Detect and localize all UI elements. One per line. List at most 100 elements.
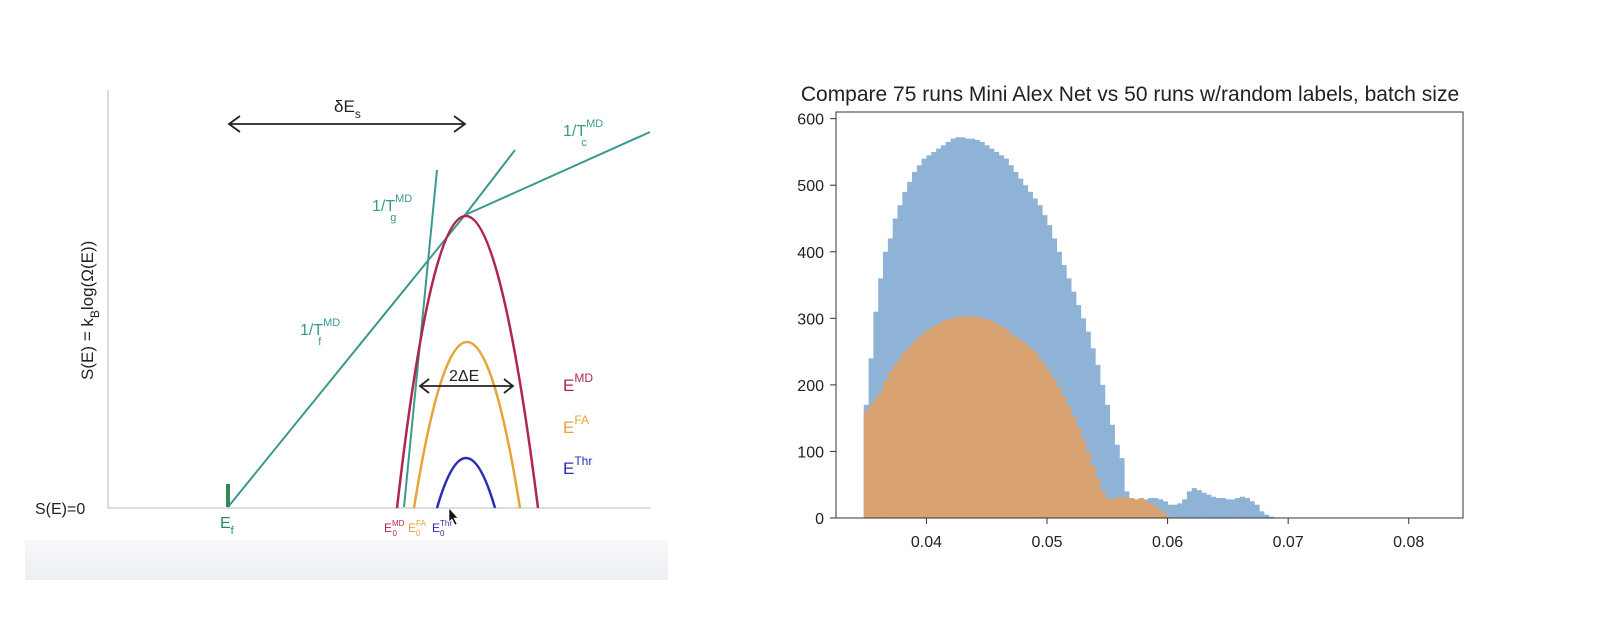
slope-c-label: 1/TMD c	[563, 118, 603, 149]
histogram-bar	[1071, 416, 1077, 518]
histogram-bar	[863, 411, 869, 518]
histogram-bar	[1066, 406, 1072, 518]
diagram-footer-bar	[25, 540, 668, 580]
slope-f-line	[227, 214, 466, 508]
histogram-bar	[1071, 291, 1077, 518]
e0-md-label: EMD 0	[384, 519, 405, 538]
histogram-bar	[1051, 379, 1058, 518]
histogram-bar	[1080, 439, 1086, 518]
histogram-bar	[955, 317, 961, 518]
histogram-bar	[1100, 491, 1106, 518]
histogram-bar	[1186, 491, 1193, 518]
x-tick-label: 0.04	[911, 534, 942, 551]
histogram-bar	[1148, 503, 1154, 518]
x-tick-label: 0.06	[1152, 534, 1183, 551]
histogram-bar	[907, 346, 913, 518]
histogram-bar	[945, 319, 951, 518]
histogram-bar	[1104, 404, 1111, 518]
y-tick-label: 600	[797, 112, 824, 129]
histogram-bar	[1022, 343, 1029, 518]
histogram-bar	[1095, 364, 1101, 518]
chart-title: Compare 75 runs Mini Alex Net vs 50 runs…	[801, 83, 1459, 106]
histogram-bar	[1259, 511, 1265, 518]
histogram-bar	[1157, 499, 1164, 518]
histogram-bar	[878, 391, 884, 518]
histogram-bar	[1066, 278, 1072, 518]
mouse-cursor-icon	[448, 507, 459, 526]
slope-f-label: 1/TMD f	[300, 317, 340, 348]
y-tick-label: 500	[797, 178, 824, 195]
x-tick-label: 0.05	[1031, 534, 1062, 551]
y-tick-label: 100	[797, 444, 824, 461]
histogram-bar	[1027, 347, 1033, 518]
thr-curve	[435, 457, 497, 509]
histogram-bar	[873, 398, 879, 518]
histogram-bar	[1249, 501, 1255, 518]
two-delta-e-arrow	[418, 378, 515, 394]
histogram-bar	[1162, 501, 1168, 518]
histogram-bar	[1210, 496, 1217, 518]
histogram-bar	[1191, 488, 1197, 518]
histogram-bar	[998, 326, 1004, 518]
histogram-bar	[892, 364, 898, 518]
histogram-bar	[960, 317, 966, 518]
e0-thr-label: EThr 0	[432, 519, 452, 538]
histogram-bar	[1182, 499, 1188, 518]
delta-es-label: δEs	[334, 97, 361, 121]
x-tick-label: 0.07	[1273, 534, 1304, 551]
histogram-bar	[979, 318, 985, 518]
plot-frame	[835, 111, 1464, 519]
histogram-bar	[1114, 498, 1120, 518]
histogram-bar	[921, 332, 927, 518]
histogram-bar	[1080, 318, 1086, 518]
histogram-bar	[1051, 238, 1058, 518]
histogram-bar	[931, 326, 937, 518]
y-axis-ticks: 0 100 200 300 400 500 600	[797, 112, 836, 528]
histogram-bar	[1032, 351, 1038, 518]
histogram-bar	[1090, 464, 1096, 518]
histogram-bar	[1075, 305, 1082, 518]
histogram-bar	[1075, 427, 1082, 518]
histogram-bar	[926, 329, 932, 518]
histogram-bar	[1109, 499, 1115, 518]
y-tick-label: 300	[797, 311, 824, 328]
histogram-bar	[989, 320, 995, 518]
histogram-bar	[1119, 496, 1125, 518]
md-curve	[395, 215, 540, 509]
diagram-y-label: S(E) = kBlog(Ω(E))	[78, 241, 102, 380]
histogram-bar	[1003, 328, 1009, 518]
histogram-bar	[1143, 500, 1149, 518]
legend-md: EMD	[563, 371, 593, 395]
histogram-bar	[1235, 498, 1241, 518]
histogram-bar	[1239, 496, 1246, 518]
histogram-bar	[1061, 265, 1067, 518]
histogram-bar	[1264, 514, 1270, 518]
histogram-bar	[883, 381, 889, 518]
histogram-bar	[1095, 478, 1101, 518]
histogram-bar	[897, 358, 903, 518]
histogram-bar	[1177, 503, 1183, 518]
histogram-bar	[1124, 498, 1130, 518]
histogram-bar	[1215, 498, 1222, 518]
histogram-bar	[1013, 336, 1019, 518]
e0-fa-label: EFA 0	[408, 519, 426, 538]
diagram-panel	[25, 88, 668, 580]
histogram-bar	[1085, 451, 1091, 518]
histogram-bar	[1167, 516, 1173, 518]
histogram-bar	[1090, 348, 1096, 518]
histogram-bar	[1133, 499, 1140, 518]
x-axis-ticks: 0.04 0.05 0.06 0.07 0.08	[911, 518, 1424, 551]
histogram-bar	[1172, 504, 1178, 518]
histogram-bar	[1104, 498, 1111, 518]
histogram-bar	[993, 323, 1000, 518]
y-tick-label: 400	[797, 245, 824, 262]
delta-es-arrow	[227, 115, 467, 133]
histogram-bar	[1047, 371, 1053, 518]
histogram-bar	[1037, 358, 1043, 518]
histogram-bar	[1061, 396, 1067, 518]
histogram-bar	[1196, 490, 1202, 518]
histogram-bar	[1206, 494, 1212, 518]
legend-thr: EThr	[563, 454, 592, 478]
fa-curve	[412, 340, 522, 509]
